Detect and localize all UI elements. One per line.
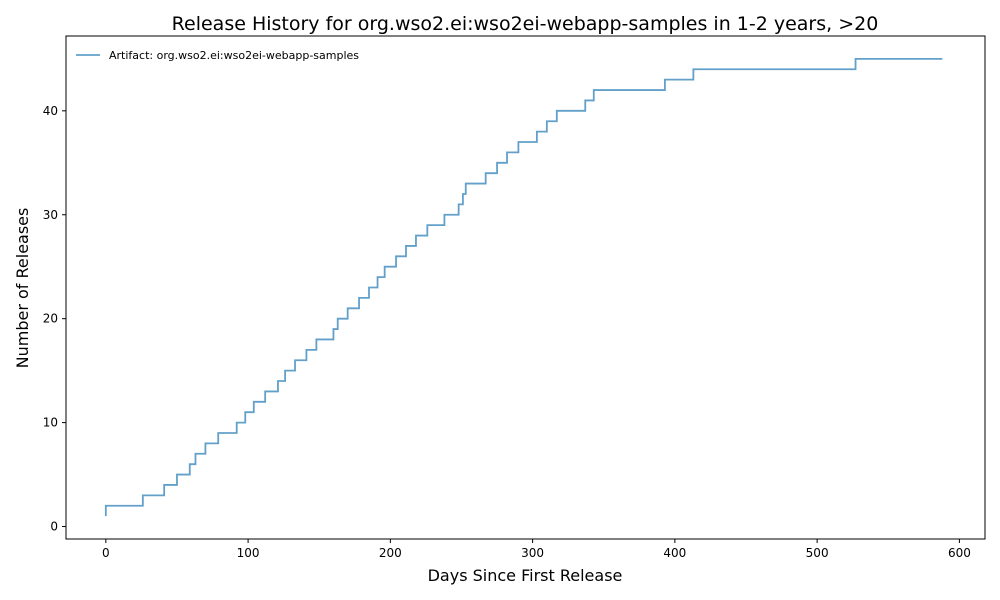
x-tick-label: 600 [948,546,971,560]
chart-title: Release History for org.wso2.ei:wso2ei-w… [172,13,879,35]
y-axis-ticks: 0 10 20 30 40 [43,104,66,534]
plot-area: 0 100 200 300 400 500 600 0 10 20 30 40 [43,35,986,560]
x-tick-label: 300 [521,546,544,560]
x-tick-label: 200 [379,546,402,560]
x-tick-label: 0 [102,546,110,560]
series-layer [104,57,943,517]
series-step-line [104,57,943,517]
plot-frame [65,35,986,540]
x-tick-label: 500 [806,546,829,560]
y-tick-label: 10 [43,416,58,430]
x-axis-ticks: 0 100 200 300 400 500 600 [102,539,971,560]
y-axis-label: Number of Releases [13,208,32,369]
x-tick-label: 100 [237,546,260,560]
legend: Artifact: org.wso2.ei:wso2ei-webapp-samp… [76,49,359,62]
y-tick-label: 0 [50,520,58,534]
y-tick-label: 30 [43,208,58,222]
y-tick-label: 20 [43,312,58,326]
legend-entry-label: Artifact: org.wso2.ei:wso2ei-webapp-samp… [109,49,359,62]
y-tick-label: 40 [43,104,58,118]
x-axis-label: Days Since First Release [428,566,623,585]
x-tick-label: 400 [663,546,686,560]
